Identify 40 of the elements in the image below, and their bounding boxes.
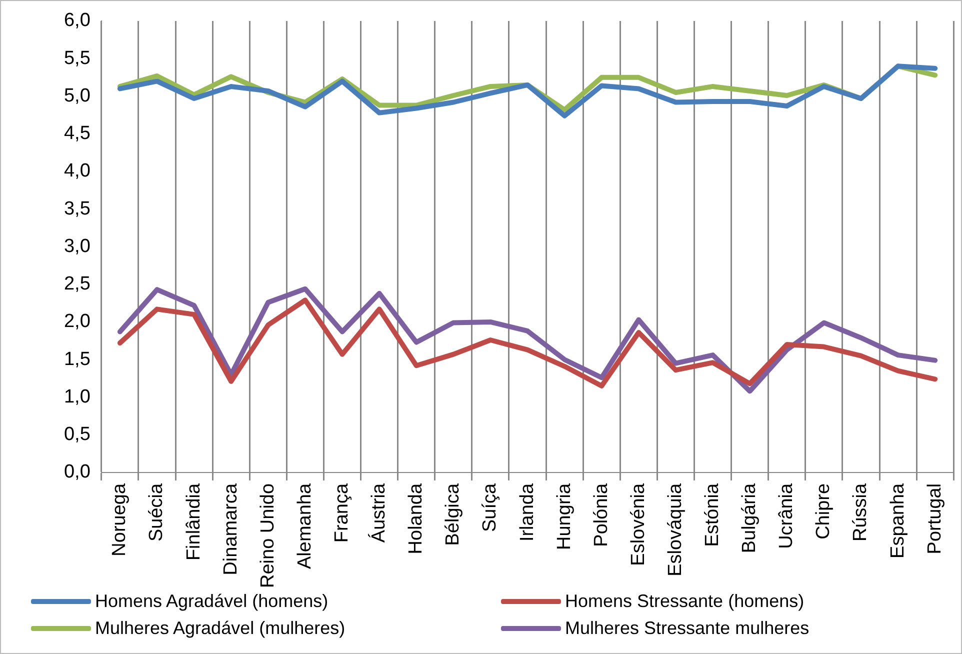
x-tick-label: Suíça [480, 483, 501, 532]
y-tick-label: 6,0 [64, 10, 90, 32]
x-tick-label: Estónia [702, 483, 724, 547]
x-tick-label: Dinamarca [220, 483, 242, 576]
y-tick-label: 5,5 [64, 48, 90, 69]
y-tick-label: 1,0 [64, 386, 90, 408]
x-tick-label: Suécia [146, 483, 168, 542]
x-tick-label: Alemanha [294, 483, 316, 569]
y-tick-label: 2,5 [64, 274, 90, 295]
x-tick-label: Irlanda [516, 483, 538, 542]
x-tick-label: Bélgica [442, 483, 464, 546]
x-tick-label: Noruega [109, 483, 130, 556]
y-tick-label: 3,0 [64, 236, 90, 257]
y-tick-label: 0,5 [64, 424, 90, 446]
x-tick-label: Chipre [813, 483, 834, 540]
x-tick-label: Espanha [887, 483, 908, 558]
x-tick-label: Rússia [850, 483, 872, 542]
x-tick-label: Áustria [368, 483, 390, 543]
x-tick-label: Finlândia [183, 483, 204, 561]
x-tick-label: Ucrânia [776, 483, 798, 549]
x-tick-label: Holanda [406, 483, 427, 554]
x-tick-label: Reino Unido [257, 483, 278, 588]
x-tick-label: França [331, 483, 352, 543]
y-tick-label: 0,0 [64, 462, 90, 483]
legend-label: Homens Agradável (homens) [95, 591, 328, 612]
y-tick-label: 2,0 [64, 311, 90, 332]
x-tick-label: Eslovénia [628, 483, 649, 566]
y-tick-label: 4,5 [64, 123, 90, 144]
x-tick-label: Bulgária [739, 483, 760, 554]
x-tick-label: Polónia [590, 483, 612, 547]
x-tick-label: Hungria [554, 483, 575, 550]
y-tick-label: 4,0 [64, 160, 90, 182]
y-tick-label: 1,5 [64, 348, 90, 370]
legend-label: Mulheres Stressante mulheres [565, 618, 810, 639]
legend-label: Mulheres Agradável (mulheres) [95, 618, 346, 639]
x-tick-label: Eslováquia [664, 483, 686, 576]
y-tick-label: 5,0 [64, 85, 90, 106]
x-tick-label: Portugal [924, 483, 946, 554]
y-tick-label: 3,5 [64, 198, 90, 220]
legend-label: Homens Stressante (homens) [565, 591, 804, 612]
